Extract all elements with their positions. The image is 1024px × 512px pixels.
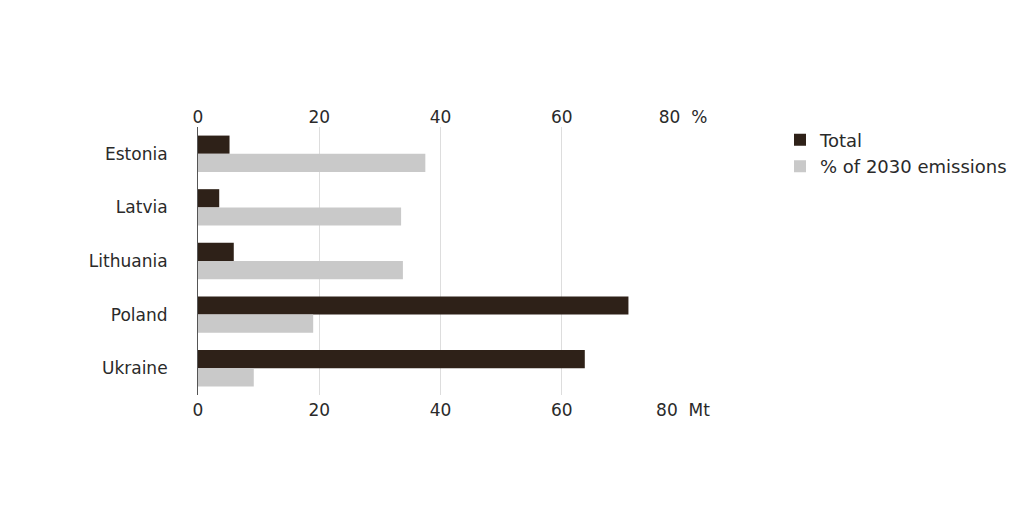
svg-text:80 Mt: 80 Mt	[656, 400, 710, 420]
svg-text:40: 40	[430, 400, 452, 420]
svg-text:Ukraine: Ukraine	[102, 358, 168, 378]
svg-text:Estonia: Estonia	[105, 144, 168, 164]
svg-text:0: 0	[193, 107, 204, 127]
svg-text:Lithuania: Lithuania	[89, 251, 168, 271]
svg-text:Latvia: Latvia	[116, 197, 168, 217]
svg-text:Total: Total	[819, 130, 862, 151]
svg-text:% of 2030 emissions: % of 2030 emissions	[820, 156, 1007, 177]
svg-text:20: 20	[308, 400, 330, 420]
svg-text:20: 20	[308, 107, 330, 127]
svg-text:60: 60	[551, 400, 573, 420]
svg-text:80 %: 80 %	[659, 107, 708, 127]
svg-text:40: 40	[430, 107, 452, 127]
svg-text:Poland: Poland	[111, 305, 168, 325]
svg-text:60: 60	[551, 107, 573, 127]
svg-text:0: 0	[193, 400, 204, 420]
